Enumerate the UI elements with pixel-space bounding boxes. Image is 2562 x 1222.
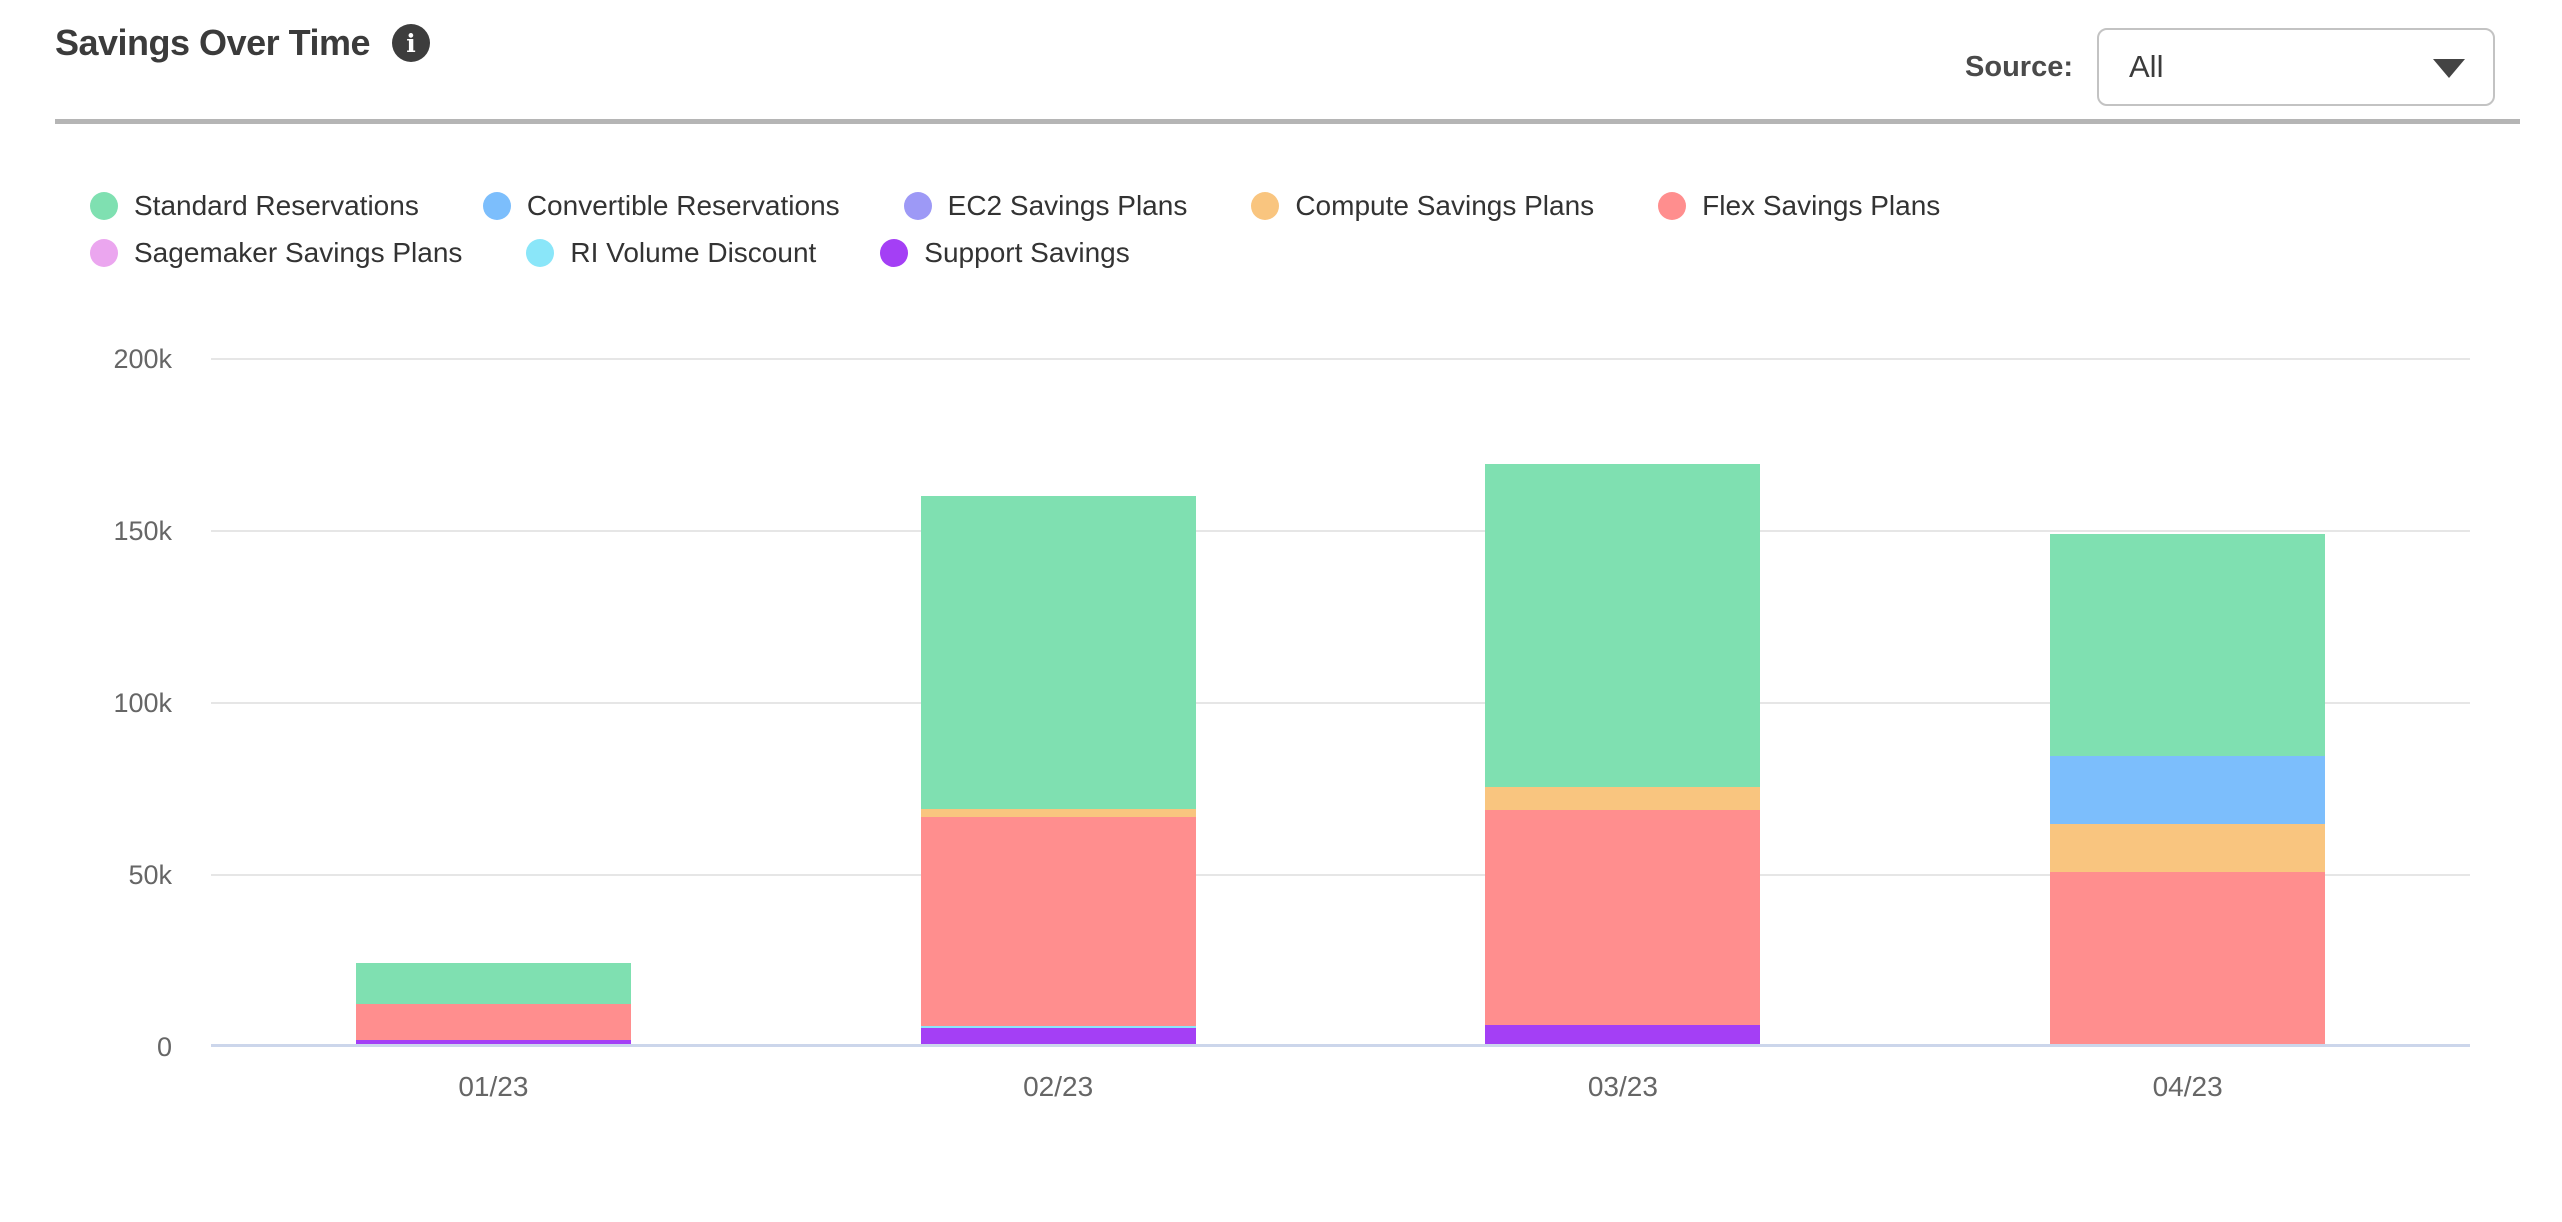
- legend-item-standard-reservations[interactable]: Standard Reservations: [90, 190, 419, 222]
- chevron-down-icon: [2433, 59, 2465, 78]
- gridline: [211, 358, 2470, 360]
- source-dropdown[interactable]: All: [2097, 28, 2495, 106]
- bar-column-01-23: [355, 359, 631, 1044]
- header-divider: [55, 119, 2520, 124]
- legend-label: Flex Savings Plans: [1702, 190, 1941, 221]
- legend-dot-icon: [880, 239, 909, 267]
- page-title: Savings Over Time: [55, 22, 371, 63]
- source-filter: Source: All: [1965, 28, 2495, 106]
- y-tick-label: 200k: [113, 344, 172, 374]
- gridline: [211, 530, 2470, 532]
- legend-dot-icon: [90, 239, 118, 267]
- bar-segment-convertible-reservations[interactable]: [2050, 756, 2326, 824]
- bar-segment-support-savings[interactable]: [355, 1040, 631, 1044]
- x-tick-label: 03/23: [1587, 1071, 1658, 1102]
- bar-column-02-23: [920, 359, 1196, 1044]
- y-tick-label: 50k: [128, 860, 172, 890]
- gridline: [211, 702, 2470, 704]
- bar-segment-standard-reservations[interactable]: [355, 962, 631, 1005]
- legend-label: Standard Reservations: [134, 190, 419, 221]
- x-tick-label: 04/23: [2152, 1071, 2223, 1102]
- bar-segment-compute-savings-plans[interactable]: [1485, 786, 1761, 810]
- y-tick-label: 100k: [113, 688, 172, 718]
- bar-segment-standard-reservations[interactable]: [2050, 534, 2326, 757]
- plot-area: 01/23 02/23 03/23 04/23: [211, 358, 2470, 1102]
- legend-dot-icon: [90, 192, 118, 220]
- legend-dot-icon: [1658, 192, 1687, 220]
- source-label: Source:: [1965, 50, 2073, 83]
- bar-column-03-23: [1485, 359, 1761, 1044]
- legend-row: Sagemaker Savings Plans RI Volume Discoun…: [90, 237, 1940, 269]
- title-group: Savings Over Time i: [55, 22, 430, 64]
- bar-segment-support-savings[interactable]: [920, 1028, 1196, 1044]
- legend-dot-icon: [903, 192, 932, 220]
- legend-dot-icon: [526, 239, 555, 267]
- y-tick-label: 0: [156, 1032, 172, 1062]
- info-icon[interactable]: i: [392, 24, 430, 62]
- legend-item-convertible-reservations[interactable]: Convertible Reservations: [482, 190, 840, 222]
- bar-segment-flex-savings-plans[interactable]: [355, 1004, 631, 1041]
- legend-row: Standard Reservations Convertible Reserva…: [90, 190, 1940, 222]
- y-tick-label: 150k: [113, 516, 172, 546]
- legend-label: Compute Savings Plans: [1295, 190, 1595, 221]
- x-tick-label: 01/23: [458, 1071, 529, 1102]
- bar-column-04-23: [2050, 359, 2326, 1044]
- bar-segment-ri-volume-discount[interactable]: [920, 1025, 1196, 1029]
- legend-label: RI Volume Discount: [570, 237, 817, 268]
- legend-label: Support Savings: [924, 237, 1130, 268]
- bar-segment-flex-savings-plans[interactable]: [2050, 872, 2326, 1044]
- source-dropdown-value: All: [2129, 49, 2164, 84]
- bar-segment-flex-savings-plans[interactable]: [1485, 809, 1761, 1025]
- legend-item-ri-volume-discount[interactable]: RI Volume Discount: [526, 237, 816, 269]
- legend-label: EC2 Savings Plans: [947, 190, 1188, 221]
- bar-segment-support-savings[interactable]: [1485, 1024, 1761, 1044]
- y-axis: 0 50k 100k 150k 200k: [0, 344, 172, 1062]
- legend-item-sagemaker-savings-plans[interactable]: Sagemaker Savings Plans: [90, 237, 462, 269]
- legend-dot-icon: [482, 192, 511, 220]
- bar-segment-standard-reservations[interactable]: [920, 496, 1196, 810]
- x-tick-label: 02/23: [1023, 1071, 1094, 1102]
- legend-label: Convertible Reservations: [526, 190, 840, 221]
- legend-item-support-savings[interactable]: Support Savings: [880, 237, 1130, 269]
- panel-header: Savings Over Time i Source: All: [0, 0, 2562, 122]
- chart-legend: Standard Reservations Convertible Reserva…: [90, 190, 1940, 284]
- bar-segment-compute-savings-plans[interactable]: [2050, 823, 2326, 873]
- gridline: [211, 874, 2470, 876]
- legend-label: Sagemaker Savings Plans: [134, 237, 463, 268]
- legend-dot-icon: [1251, 192, 1280, 220]
- legend-item-compute-savings-plans[interactable]: Compute Savings Plans: [1251, 190, 1594, 222]
- bar-segment-standard-reservations[interactable]: [1485, 464, 1761, 787]
- legend-item-flex-savings-plans[interactable]: Flex Savings Plans: [1658, 190, 1940, 222]
- bar-segment-compute-savings-plans[interactable]: [920, 809, 1196, 818]
- bar-segment-flex-savings-plans[interactable]: [920, 817, 1196, 1026]
- legend-item-ec2-savings-plans[interactable]: EC2 Savings Plans: [903, 190, 1188, 222]
